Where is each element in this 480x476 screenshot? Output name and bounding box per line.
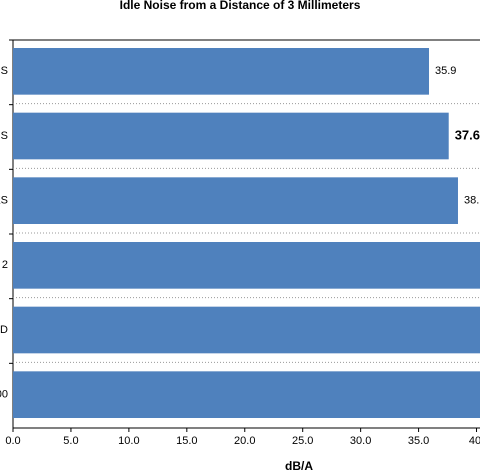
x-tick-label: 10.0 bbox=[118, 435, 139, 447]
chart-title: Idle Noise from a Distance of 3 Millimet… bbox=[120, 0, 361, 12]
data-label: 37.6 bbox=[455, 127, 480, 142]
bars bbox=[13, 48, 480, 418]
data-label: 35.9 bbox=[435, 65, 456, 77]
bar bbox=[13, 112, 449, 160]
bar bbox=[13, 306, 480, 354]
x-tick-label: 35.0 bbox=[408, 435, 429, 447]
y-tick-label: 2 bbox=[2, 259, 8, 271]
bar bbox=[13, 48, 430, 95]
x-tick-label: 20.0 bbox=[234, 435, 255, 447]
y-tick-label: S bbox=[1, 130, 8, 142]
x-tick-label: 40. bbox=[469, 435, 480, 447]
x-axis-label: dB/A bbox=[285, 459, 313, 473]
y-tick-label: D bbox=[0, 324, 8, 336]
x-tick-label: 30.0 bbox=[350, 435, 371, 447]
bar bbox=[13, 177, 458, 224]
y-tick-label: 00 bbox=[0, 389, 8, 401]
x-tick-label: 0.0 bbox=[5, 435, 20, 447]
x-tick-label: 25.0 bbox=[292, 435, 313, 447]
x-tick-label: 15.0 bbox=[176, 435, 197, 447]
y-tick-label: KS bbox=[0, 195, 8, 207]
data-label: 38. bbox=[464, 195, 479, 207]
bar bbox=[13, 242, 480, 289]
y-tick-label: S bbox=[1, 65, 8, 77]
x-tick-label: 5.0 bbox=[63, 435, 78, 447]
bar bbox=[13, 371, 480, 418]
